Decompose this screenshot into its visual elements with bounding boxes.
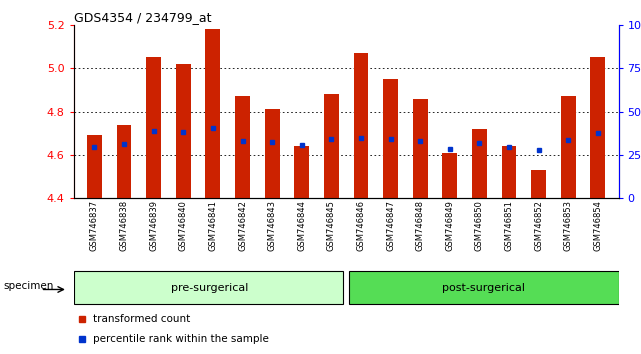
Bar — [502, 146, 517, 198]
Bar — [442, 153, 457, 198]
FancyBboxPatch shape — [349, 271, 619, 304]
Bar — [294, 146, 309, 198]
Bar — [472, 129, 487, 198]
Text: specimen: specimen — [4, 281, 54, 291]
Text: percentile rank within the sample: percentile rank within the sample — [93, 334, 269, 344]
Bar — [265, 109, 279, 198]
Bar — [235, 96, 250, 198]
Bar — [590, 57, 605, 198]
Text: transformed count: transformed count — [93, 314, 190, 324]
Bar — [354, 53, 369, 198]
Bar — [87, 135, 102, 198]
Bar — [561, 96, 576, 198]
FancyBboxPatch shape — [74, 271, 344, 304]
Text: GDS4354 / 234799_at: GDS4354 / 234799_at — [74, 11, 212, 24]
Text: pre-surgerical: pre-surgerical — [171, 282, 249, 293]
Bar — [531, 170, 546, 198]
Bar — [413, 98, 428, 198]
Bar — [117, 125, 131, 198]
Bar — [176, 64, 190, 198]
Text: post-surgerical: post-surgerical — [442, 282, 526, 293]
Bar — [383, 79, 398, 198]
Bar — [206, 29, 221, 198]
Bar — [324, 94, 338, 198]
Bar — [146, 57, 161, 198]
